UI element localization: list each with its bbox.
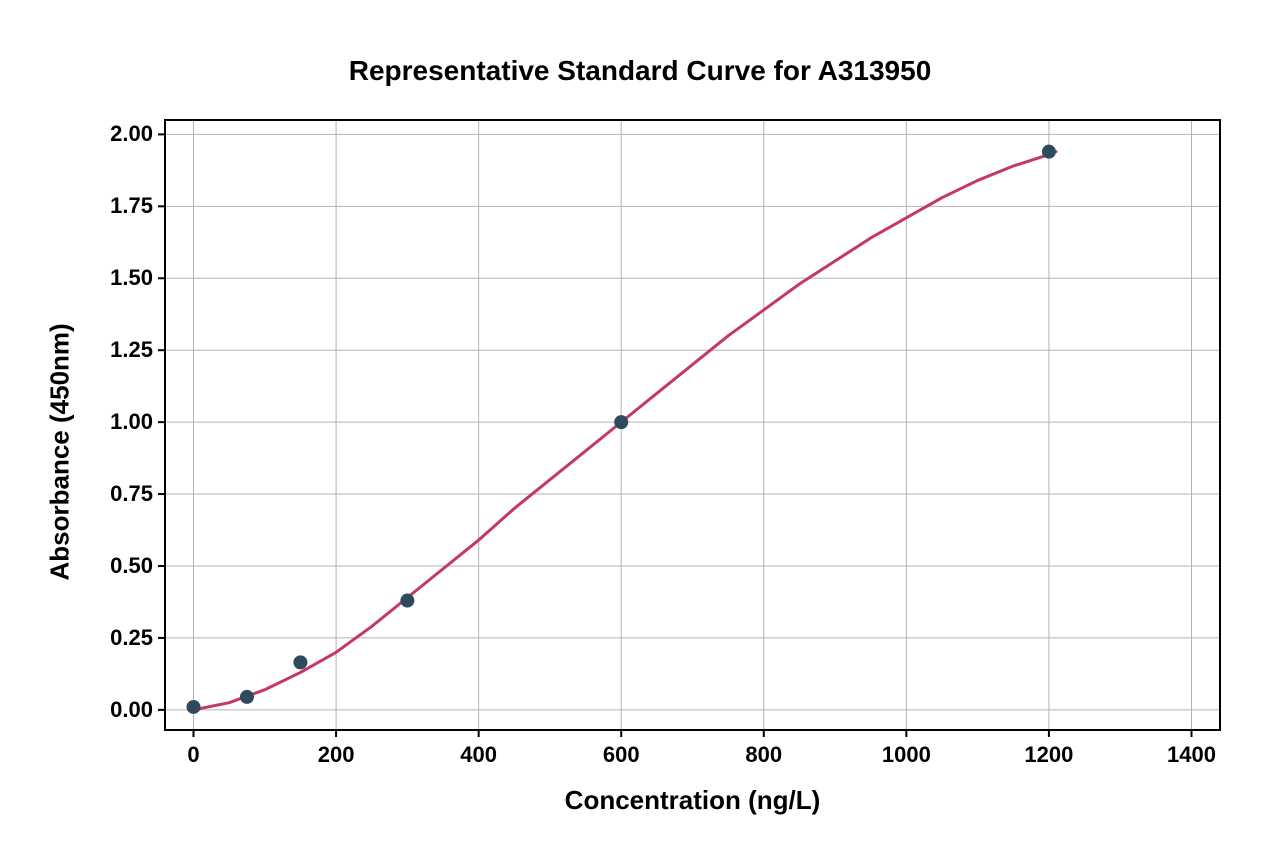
y-tick-label: 0.25 bbox=[110, 625, 153, 651]
x-axis-label: Concentration (ng/L) bbox=[165, 785, 1220, 816]
y-axis-label-text: Absorbance (450nm) bbox=[45, 323, 75, 580]
x-tick-label: 400 bbox=[449, 742, 509, 768]
chart-title: Representative Standard Curve for A31395… bbox=[0, 55, 1280, 87]
y-tick-label: 0.75 bbox=[110, 481, 153, 507]
data-point bbox=[240, 690, 254, 704]
y-tick-label: 0.00 bbox=[110, 697, 153, 723]
y-tick-label: 1.75 bbox=[110, 193, 153, 219]
data-point bbox=[1042, 145, 1056, 159]
data-point bbox=[614, 415, 628, 429]
x-tick-label: 1200 bbox=[1019, 742, 1079, 768]
chart-title-text: Representative Standard Curve for A31395… bbox=[349, 55, 932, 86]
plot-border bbox=[165, 120, 1220, 730]
x-tick-label: 800 bbox=[734, 742, 794, 768]
y-tick-label: 0.50 bbox=[110, 553, 153, 579]
fitted-curve bbox=[194, 152, 1057, 710]
x-tick-label: 0 bbox=[164, 742, 224, 768]
x-tick-label: 600 bbox=[591, 742, 651, 768]
y-tick-label: 2.00 bbox=[110, 121, 153, 147]
data-point bbox=[293, 655, 307, 669]
chart-plot-area bbox=[165, 120, 1220, 730]
x-tick-label: 1400 bbox=[1161, 742, 1221, 768]
x-tick-label: 1000 bbox=[876, 742, 936, 768]
y-axis-label: Absorbance (450nm) bbox=[45, 281, 76, 581]
x-tick-label: 200 bbox=[306, 742, 366, 768]
data-point bbox=[187, 700, 201, 714]
x-axis-label-text: Concentration (ng/L) bbox=[565, 785, 821, 815]
y-tick-label: 1.25 bbox=[110, 337, 153, 363]
y-tick-label: 1.50 bbox=[110, 265, 153, 291]
data-point bbox=[400, 594, 414, 608]
chart-container: Representative Standard Curve for A31395… bbox=[0, 0, 1280, 845]
y-tick-label: 1.00 bbox=[110, 409, 153, 435]
